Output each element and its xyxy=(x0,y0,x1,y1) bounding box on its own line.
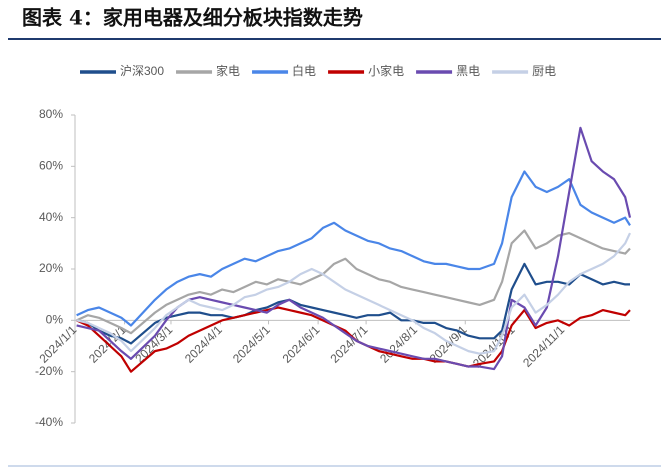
legend-label: 沪深300 xyxy=(120,64,164,78)
legend: 沪深300 家电 白电 小家电 黑电 厨电 xyxy=(80,63,556,78)
legend-label: 白电 xyxy=(292,63,316,78)
legend-label: 黑电 xyxy=(456,64,480,78)
y-tick-label: 60% xyxy=(39,159,63,173)
y-tick-label: 80% xyxy=(39,107,63,121)
legend-label: 小家电 xyxy=(368,63,404,78)
y-tick-label: 0% xyxy=(46,313,64,327)
series-line xyxy=(76,229,631,335)
chart-title: 图表 4：家用电器及细分板块指数走势 xyxy=(22,6,363,30)
y-tick-label: -40% xyxy=(35,415,63,429)
series-line xyxy=(76,170,631,327)
legend-label: 厨电 xyxy=(532,64,556,78)
series-line xyxy=(76,232,631,355)
y-tick-label: -20% xyxy=(35,364,63,378)
y-tick-label: 40% xyxy=(39,210,63,224)
x-tick-label: 2024/6/1 xyxy=(280,323,323,366)
x-tick-label: 2024/11/1 xyxy=(520,323,567,370)
y-tick-label: 20% xyxy=(39,261,63,275)
x-tick-label: 2024/5/1 xyxy=(230,323,273,366)
x-tick-label: 2024/1/1 xyxy=(36,323,79,366)
legend-label: 家电 xyxy=(216,63,240,78)
series-line xyxy=(76,262,630,345)
